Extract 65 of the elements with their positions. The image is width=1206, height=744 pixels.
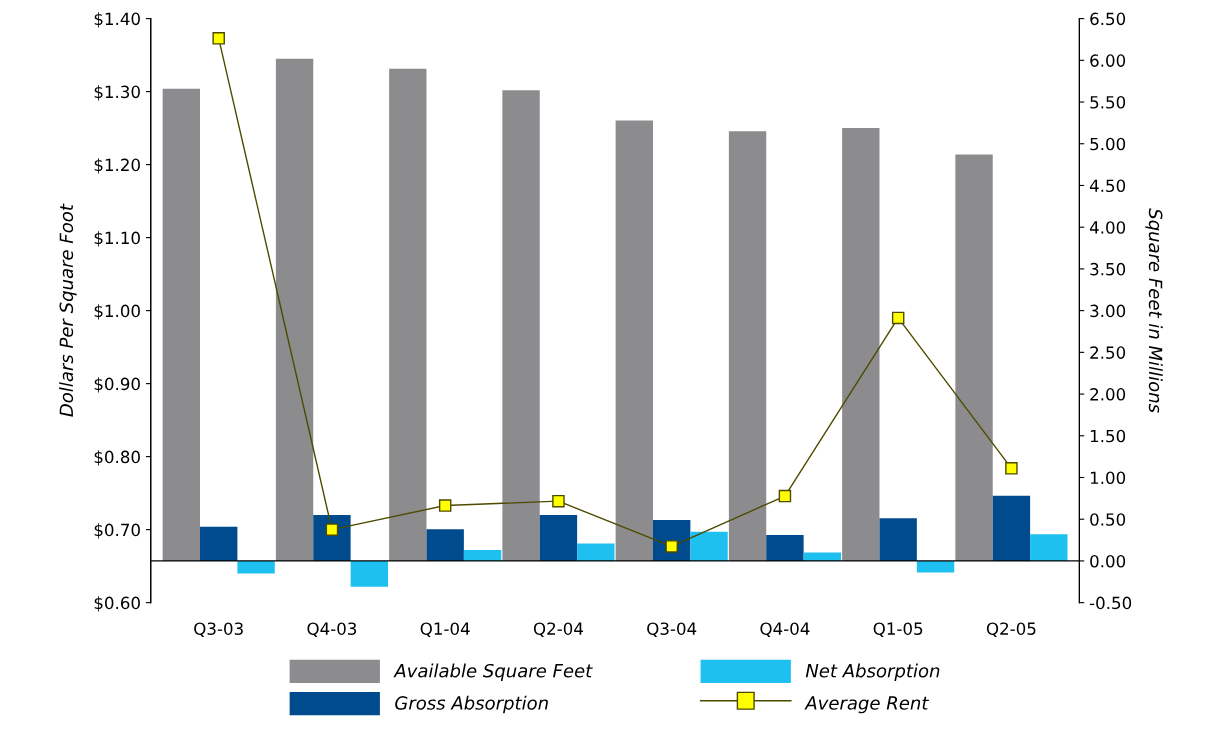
bar (766, 535, 804, 561)
y2-axis-title: Square Feet in Millions (1145, 208, 1163, 413)
bar (577, 543, 615, 561)
y2-tick-label: 1.50 (1090, 429, 1126, 443)
bar (275, 58, 314, 561)
bar (389, 68, 427, 561)
y-tick-label: $1.20 (94, 158, 140, 174)
y-tick-label: $1.10 (94, 231, 140, 247)
bar (992, 495, 1031, 561)
y-tick-label: $1.30 (94, 85, 140, 101)
point (552, 494, 565, 508)
legend-label: Average Rent (804, 696, 929, 714)
bar (879, 518, 917, 561)
x-tick-label: Q2-04 (533, 622, 583, 637)
bar (539, 515, 578, 561)
x-tick-label: Q3-04 (647, 622, 697, 637)
bar (842, 127, 880, 561)
bar (916, 560, 955, 573)
bar (1030, 534, 1068, 561)
bar (350, 560, 388, 587)
legend-label: Net Absorption (805, 663, 940, 682)
y2-tick-label: 0.50 (1090, 513, 1126, 526)
y2-tick-label: 6.50 (1090, 12, 1126, 26)
y-axis-title: Dollars Per Square Foot (59, 203, 77, 417)
x-tick-label: Q3-03 (194, 622, 243, 637)
y-tick-label: $0.80 (94, 450, 140, 466)
bar (426, 529, 464, 561)
bar (463, 550, 502, 561)
point (778, 489, 792, 503)
x-tick-label: Q1-05 (873, 622, 923, 637)
point (325, 523, 339, 536)
y2-tick-label: 3.50 (1090, 262, 1126, 276)
bar (690, 531, 728, 561)
legend-label: Gross Absorption (395, 695, 548, 714)
legend-label: Available Square Feet (393, 663, 593, 682)
y2-tick-label: 0.00 (1090, 554, 1126, 568)
y-tick-label: $1.40 (94, 12, 140, 28)
y2-tick-label: 5.00 (1090, 137, 1126, 151)
y-tick-label: $0.70 (94, 523, 140, 539)
bar (162, 88, 201, 561)
point (438, 499, 452, 512)
x-tick-label: Q1-04 (420, 622, 470, 637)
bar (200, 526, 238, 561)
y-tick-label: $1.00 (94, 304, 140, 320)
y2-tick-label: 4.50 (1089, 179, 1126, 193)
y2-tick-label: 1.00 (1090, 471, 1126, 485)
y2-tick-label: 2.50 (1090, 346, 1126, 359)
x-tick-label: Q2-05 (986, 622, 1036, 637)
y-tick-label: $0.90 (94, 377, 140, 393)
y2-tick-label: 5.50 (1090, 96, 1126, 109)
x-tick-label: Q4-04 (760, 622, 810, 637)
y2-tick-label: 4.00 (1089, 221, 1126, 234)
bar (615, 120, 653, 561)
bar (955, 154, 993, 561)
y2-tick-label: 6.00 (1090, 54, 1126, 67)
y2-tick-label: 3.00 (1090, 304, 1126, 318)
point (1005, 462, 1018, 475)
y2-tick-label: 2.00 (1090, 388, 1126, 401)
bar (728, 131, 767, 561)
bar (502, 90, 540, 561)
x-tick-label: Q4-03 (307, 622, 357, 637)
y2-tick-label: -0.50 (1089, 596, 1132, 610)
point (212, 32, 225, 45)
point (891, 311, 905, 325)
y-tick-label: $0.60 (94, 596, 140, 612)
